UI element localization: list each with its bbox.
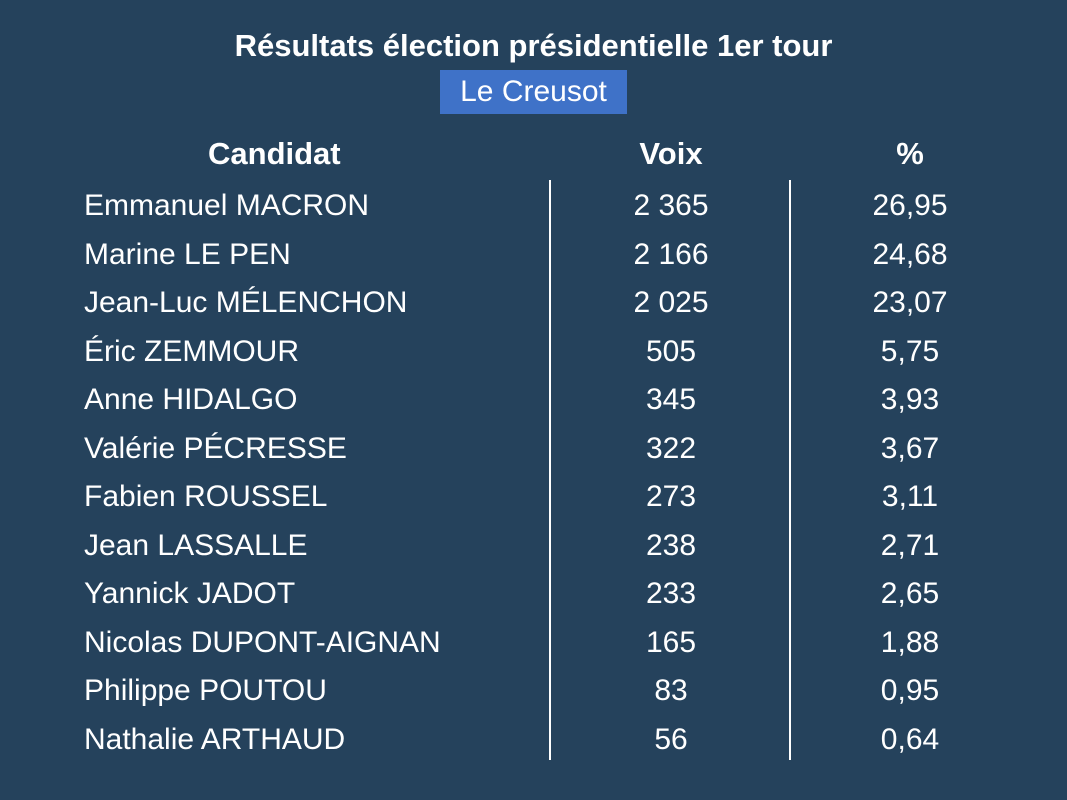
vote-count: 322 xyxy=(645,431,697,465)
subtitle-container: Le Creusot xyxy=(0,70,1067,114)
table-row: Valérie PÉCRESSE 322 3,67 xyxy=(0,425,1067,474)
candidate-name: Fabien ROUSSEL xyxy=(84,480,328,513)
vote-count: 238 xyxy=(645,528,697,562)
vote-count: 165 xyxy=(645,625,697,659)
vote-percent: 3,11 xyxy=(881,480,939,513)
vote-percent: 26,95 xyxy=(872,189,948,222)
candidate-name: Valérie PÉCRESSE xyxy=(84,431,347,465)
column-divider xyxy=(789,180,791,760)
vote-percent: 3,93 xyxy=(880,383,940,416)
vote-count: 2 025 xyxy=(633,286,709,319)
vote-percent: 3,67 xyxy=(880,431,940,465)
vote-percent: 5,75 xyxy=(880,334,940,368)
table-row: Nicolas DUPONT-AIGNAN 165 1,88 xyxy=(0,619,1067,668)
candidate-name: Philippe POUTOU xyxy=(84,674,327,707)
candidate-name: Nathalie ARTHAUD xyxy=(84,722,346,756)
vote-count: 2 166 xyxy=(633,237,709,271)
table-row: Emmanuel MACRON 2 365 26,95 xyxy=(0,182,1067,231)
table-row: Fabien ROUSSEL 273 3,11 xyxy=(0,473,1067,522)
table-row: Philippe POUTOU 83 0,95 xyxy=(0,667,1067,716)
table-row: Yannick JADOT 233 2,65 xyxy=(0,570,1067,619)
vote-percent: 2,71 xyxy=(880,528,940,562)
table-row: Marine LE PEN 2 166 24,68 xyxy=(0,231,1067,280)
candidate-name: Éric ZEMMOUR xyxy=(84,334,299,368)
chart-title: Résultats élection présidentielle 1er to… xyxy=(234,28,833,63)
candidate-name: Jean-Luc MÉLENCHON xyxy=(84,286,408,319)
vote-percent: 0,95 xyxy=(880,674,940,707)
table-row: Jean LASSALLE 238 2,71 xyxy=(0,522,1067,571)
vote-percent: 0,64 xyxy=(880,722,940,756)
column-header-percent: % xyxy=(896,136,924,171)
vote-percent: 24,68 xyxy=(872,237,948,271)
vote-percent: 1,88 xyxy=(880,625,940,659)
vote-count: 345 xyxy=(645,383,697,416)
vote-percent: 23,07 xyxy=(872,286,948,319)
candidate-name: Jean LASSALLE xyxy=(84,528,308,562)
column-header-candidat: Candidat xyxy=(208,136,341,171)
table-row: Jean-Luc MÉLENCHON 2 025 23,07 xyxy=(0,279,1067,328)
candidate-name: Emmanuel MACRON xyxy=(84,189,370,222)
table-row: Éric ZEMMOUR 505 5,75 xyxy=(0,328,1067,377)
vote-count: 83 xyxy=(654,674,688,707)
table-row: Nathalie ARTHAUD 56 0,64 xyxy=(0,716,1067,765)
vote-count: 233 xyxy=(645,577,697,610)
vote-count: 505 xyxy=(645,334,697,368)
subtitle-badge: Le Creusot xyxy=(440,70,627,114)
candidate-name: Anne HIDALGO xyxy=(84,383,298,416)
column-header-voix: Voix xyxy=(639,136,703,171)
table-row: Anne HIDALGO 345 3,93 xyxy=(0,376,1067,425)
vote-count: 2 365 xyxy=(633,189,709,222)
column-divider xyxy=(549,180,551,760)
vote-percent: 2,65 xyxy=(880,577,940,610)
candidate-name: Yannick JADOT xyxy=(84,577,296,610)
candidate-name: Nicolas DUPONT-AIGNAN xyxy=(84,625,441,659)
candidate-name: Marine LE PEN xyxy=(84,237,291,271)
vote-count: 56 xyxy=(654,722,688,756)
results-table-body: Emmanuel MACRON 2 365 26,95 Marine LE PEN 2 … xyxy=(0,182,1067,764)
vote-count: 273 xyxy=(645,480,697,513)
